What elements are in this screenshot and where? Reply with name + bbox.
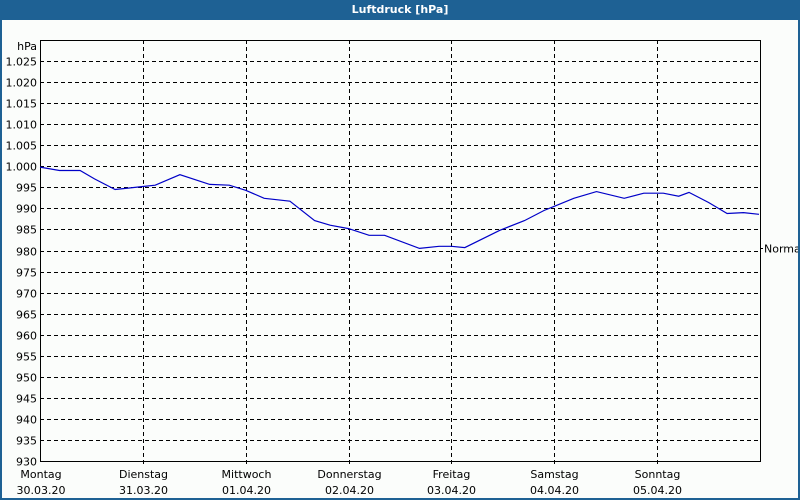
y-tick-label: 985: [16, 224, 37, 237]
y-axis-unit-label: hPa: [17, 40, 37, 53]
y-tick-label: 1.010: [6, 119, 38, 132]
pressure-line-chart: 1.025 1.020 1.015 1.010 1.005 1.000 995 990 985 9…: [6, 40, 798, 497]
x-tick-date-label: 30.03.20: [17, 484, 66, 497]
y-tick-label: 935: [16, 435, 37, 448]
chart-title: Luftdruck [hPa]: [0, 0, 800, 20]
x-tick-day-label: Mittwoch: [222, 468, 272, 481]
x-tick-day-label: Dienstag: [119, 468, 168, 481]
y-tick-label: 955: [16, 351, 37, 364]
x-tick-day-label: Sonntag: [635, 468, 681, 481]
y-tick-label: 930: [16, 456, 37, 469]
x-tick-day-label: Donnerstag: [317, 468, 381, 481]
x-tick-day-label: Montag: [20, 468, 61, 481]
y-tick-label: 990: [16, 203, 37, 216]
chart-canvas: 1.025 1.020 1.015 1.010 1.005 1.000 995 990 985 9…: [2, 20, 798, 498]
x-tick-day-label: Samstag: [530, 468, 578, 481]
x-tick-date-label: 31.03.20: [119, 484, 168, 497]
y-tick-label: 980: [16, 246, 37, 259]
y-tick-label: 965: [16, 309, 37, 322]
y-tick-label: 1.025: [6, 56, 38, 69]
y-tick-label: 960: [16, 330, 37, 343]
y-tick-label: 995: [16, 182, 37, 195]
normal-label: Normal: [764, 243, 798, 256]
x-tick-date-label: 03.04.20: [427, 484, 476, 497]
y-tick-label: 950: [16, 372, 37, 385]
y-tick-label: 1.000: [6, 161, 38, 174]
x-tick-date-label: 04.04.20: [530, 484, 579, 497]
y-tick-label: 1.020: [6, 77, 38, 90]
x-tick-date-label: 01.04.20: [222, 484, 271, 497]
x-tick-date-label: 05.04.20: [633, 484, 682, 497]
y-tick-label: 945: [16, 393, 37, 406]
y-tick-label: 1.015: [6, 98, 38, 111]
y-tick-label: 970: [16, 288, 37, 301]
plot-frame: [40, 40, 761, 462]
x-tick-day-label: Freitag: [433, 468, 471, 481]
y-tick-label: 1.005: [6, 140, 38, 153]
x-tick-date-label: 02.04.20: [325, 484, 374, 497]
y-tick-label: 940: [16, 414, 37, 427]
y-tick-label: 975: [16, 267, 37, 280]
pressure-series-line: [39, 166, 760, 250]
